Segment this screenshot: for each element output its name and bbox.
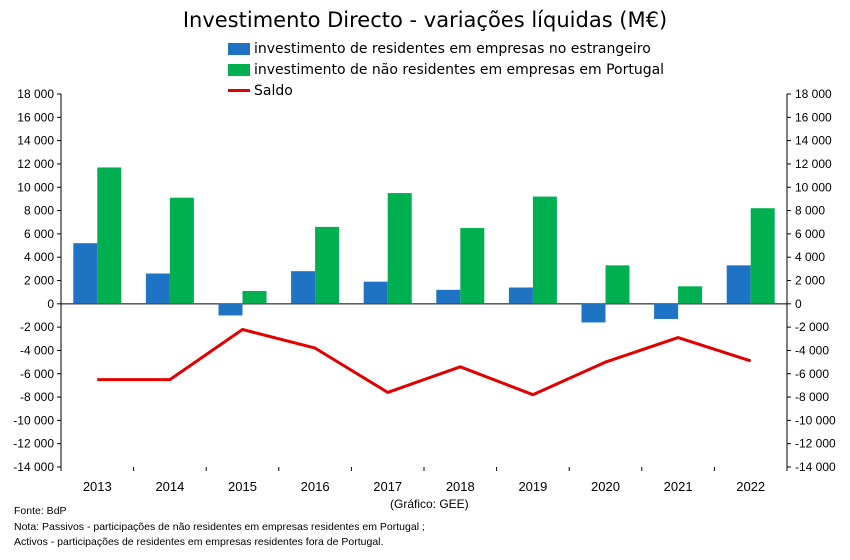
bar-residentes: [218, 303, 243, 316]
bar-residentes: [291, 271, 316, 304]
y-tick-label-left: 0: [47, 297, 54, 311]
bar-nao-residentes: [460, 228, 485, 304]
bar-residentes: [436, 289, 461, 304]
y-tick-label-left: -10 000: [13, 413, 54, 427]
bar-nao-residentes: [605, 265, 630, 304]
bar-residentes: [145, 273, 170, 304]
y-tick-label-right: -12 000: [795, 437, 836, 451]
y-tick-label-right: 2 000: [795, 274, 825, 288]
y-tick-label-right: -10 000: [795, 413, 836, 427]
bar-nao-residentes: [387, 193, 412, 304]
y-tick-label-left: 16 000: [17, 110, 54, 124]
legend-swatch-residentes: [228, 42, 250, 55]
y-tick-label-right: 14 000: [795, 134, 832, 148]
bar-residentes: [363, 281, 388, 304]
legend-label-nao-residentes: investimento de não residentes em empres…: [254, 61, 665, 78]
x-tick-label: 2017: [373, 479, 402, 494]
legend-label-residentes: investimento de residentes em empresas n…: [254, 40, 651, 57]
saldo-line: [97, 328, 752, 397]
bar-nao-residentes: [169, 197, 194, 304]
bar-nao-residentes: [532, 196, 557, 304]
y-tick-label-right: 0: [795, 297, 802, 311]
y-tick-label-right: 18 000: [795, 87, 832, 101]
y-tick-label-left: 10 000: [17, 180, 54, 194]
note-line-2: Activos - participações de residentes em…: [14, 536, 384, 548]
y-tick-label-left: -6 000: [20, 367, 54, 381]
y-tick-label-left: -2 000: [20, 320, 54, 334]
bar-residentes: [581, 303, 606, 323]
bar-residentes: [508, 287, 533, 304]
y-tick-label-right: 12 000: [795, 157, 832, 171]
y-tick-label-right: -14 000: [795, 460, 836, 474]
y-tick-label-left: -8 000: [20, 390, 54, 404]
note-line-1: Nota: Passivos - participações de não re…: [14, 520, 425, 533]
y-tick-label-left: -14 000: [13, 460, 54, 474]
y-tick-label-right: -6 000: [795, 367, 829, 381]
y-tick-label-right: 6 000: [795, 227, 825, 241]
y-tick-label-left: 18 000: [17, 87, 54, 101]
y-tick-label-left: 4 000: [24, 250, 54, 264]
y-tick-label-left: 8 000: [24, 204, 54, 218]
source-note: Fonte: BdP: [14, 505, 67, 517]
x-tick-label: 2015: [228, 479, 257, 494]
y-tick-label-left: -4 000: [20, 343, 54, 357]
y-tick-label-right: -2 000: [795, 320, 829, 334]
bar-nao-residentes: [750, 208, 775, 304]
bar-nao-residentes: [678, 286, 703, 304]
bar-nao-residentes: [97, 167, 122, 304]
y-tick-label-right: -4 000: [795, 343, 829, 357]
chart-notes: Fonte: BdP Nota: Passivos - participaçõe…: [14, 504, 425, 551]
y-tick-label-left: 12 000: [17, 157, 54, 171]
y-tick-label-left: 6 000: [24, 227, 54, 241]
chart-title: Investimento Directo - variações líquida…: [182, 8, 668, 32]
y-tick-label-right: 8 000: [795, 204, 825, 218]
y-tick-label-left: 2 000: [24, 274, 54, 288]
legend-item-nao-residentes: investimento de não residentes em empres…: [228, 59, 664, 80]
x-tick-label: 2018: [446, 479, 475, 494]
y-tick-label-left: 14 000: [17, 134, 54, 148]
legend-label-saldo: Saldo: [254, 82, 293, 99]
legend-item-residentes: investimento de residentes em empresas n…: [228, 38, 664, 59]
y-tick-label-right: 16 000: [795, 110, 832, 124]
legend-swatch-saldo: [228, 89, 250, 92]
x-tick-label: 2014: [155, 479, 184, 494]
x-tick-label: 2021: [664, 479, 693, 494]
legend-swatch-nao-residentes: [228, 63, 250, 76]
y-tick-label-right: -8 000: [795, 390, 829, 404]
chart-credit: (Gráfico: GEE): [390, 497, 469, 511]
bar-nao-residentes: [242, 290, 267, 304]
y-tick-label-right: 10 000: [795, 180, 832, 194]
bar-nao-residentes: [315, 226, 340, 304]
legend-item-saldo: Saldo: [228, 80, 664, 101]
y-tick-label-right: 4 000: [795, 250, 825, 264]
x-tick-label: 2019: [518, 479, 547, 494]
bar-residentes: [654, 303, 679, 319]
x-tick-label: 2022: [736, 479, 765, 494]
x-tick-label: 2013: [83, 479, 112, 494]
bar-residentes: [73, 243, 98, 304]
y-tick-label-left: -12 000: [13, 437, 54, 451]
x-tick-label: 2020: [591, 479, 620, 494]
legend: investimento de residentes em empresas n…: [228, 38, 664, 101]
bar-residentes: [726, 265, 751, 304]
x-tick-label: 2016: [301, 479, 330, 494]
